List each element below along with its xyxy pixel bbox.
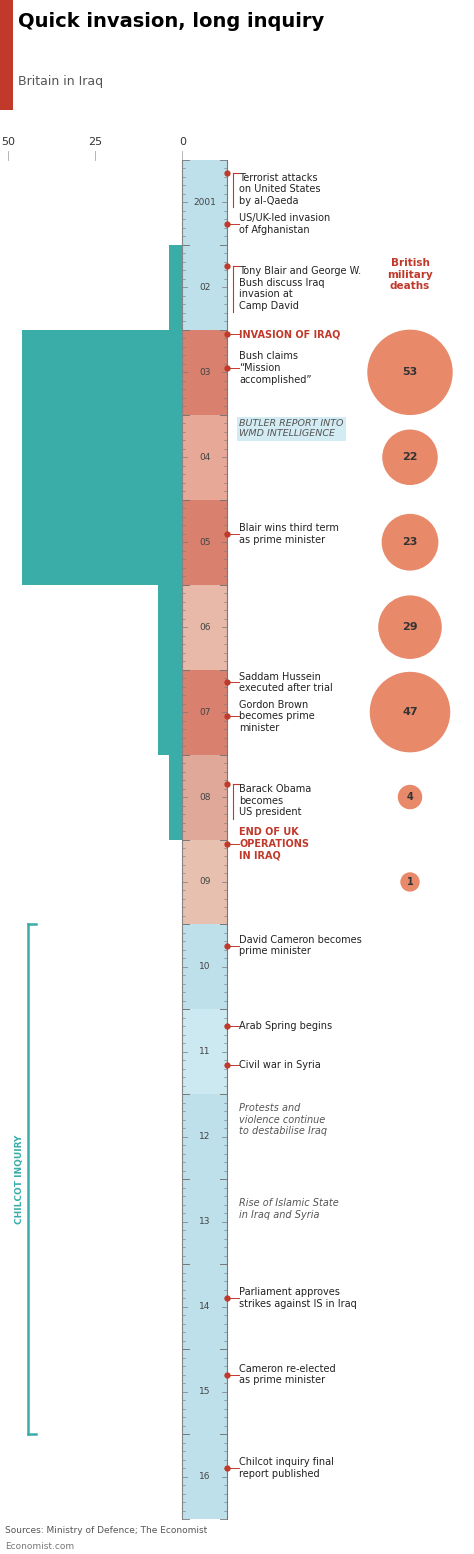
Bar [182,670,228,755]
Circle shape [371,673,449,752]
Bar [182,415,228,500]
Text: Parliament approves
strikes against IS in Iraq: Parliament approves strikes against IS i… [239,1287,357,1308]
Circle shape [383,514,438,570]
Text: Bush claims
“Mission
accomplished”: Bush claims “Mission accomplished” [239,351,312,385]
Circle shape [399,785,421,808]
Text: Quick invasion, long inquiry: Quick invasion, long inquiry [18,12,324,31]
Circle shape [368,331,452,415]
Text: US/UK-led invasion
of Afghanistan: US/UK-led invasion of Afghanistan [239,213,331,235]
Bar [182,1265,228,1349]
Text: Arab Spring begins: Arab Spring begins [239,1021,333,1032]
Text: Blair wins third term
as prime minister: Blair wins third term as prime minister [239,524,339,544]
Text: 22: 22 [402,452,418,462]
Text: Saddam Hussein
executed after trial: Saddam Hussein executed after trial [239,671,333,693]
Text: 09: 09 [199,878,211,886]
Circle shape [383,430,437,485]
Text: 53: 53 [402,367,418,378]
Bar [182,1094,228,1179]
Bar [182,1010,228,1094]
Text: INVASION OF IRAQ: INVASION OF IRAQ [239,329,341,339]
Text: Protests and
violence continue
to destabilise Iraq: Protests and violence continue to destab… [239,1103,328,1136]
Text: Terrorist attacks
on United States
by al-Qaeda: Terrorist attacks on United States by al… [239,172,321,207]
Text: END OF UK
OPERATIONS
IN IRAQ: END OF UK OPERATIONS IN IRAQ [239,827,310,861]
Text: BUTLER REPORT INTO
WMD INTELLIGENCE: BUTLER REPORT INTO WMD INTELLIGENCE [239,420,344,438]
Text: 13: 13 [199,1217,211,1226]
Bar [169,755,182,839]
Text: 11: 11 [199,1047,211,1057]
Text: 04: 04 [199,452,210,462]
Bar [158,670,182,755]
Circle shape [379,597,441,659]
Text: 02: 02 [199,283,210,292]
Text: 06: 06 [199,623,211,631]
Text: 47: 47 [402,707,418,716]
Bar [182,1349,228,1434]
Text: British
military
personnel in
Iraq, ’000: British military personnel in Iraq, ’000 [69,333,142,378]
Text: 50: 50 [1,137,15,148]
Text: David Cameron becomes
prime minister: David Cameron becomes prime minister [239,936,362,956]
Text: 08: 08 [199,793,211,802]
Text: Cameron re-elected
as prime minister: Cameron re-elected as prime minister [239,1364,336,1386]
Text: Barack Obama
becomes
US president: Barack Obama becomes US president [239,785,312,817]
Text: 14: 14 [199,1302,210,1312]
Bar [182,584,228,670]
Text: 1: 1 [407,876,413,887]
Text: 23: 23 [402,538,418,547]
Text: 2001: 2001 [193,197,217,207]
Text: Tony Blair and George W.
Bush discuss Iraq
invasion at
Camp David: Tony Blair and George W. Bush discuss Ir… [239,266,362,311]
Text: Economist.com: Economist.com [5,1542,74,1551]
Text: CHILCOT INQUIRY: CHILCOT INQUIRY [16,1134,25,1225]
Text: 12: 12 [199,1133,210,1141]
Text: 16: 16 [199,1472,211,1481]
Text: Civil war in Syria: Civil war in Syria [239,1060,321,1069]
Bar [182,246,228,329]
Text: British
military
deaths: British military deaths [387,258,433,291]
Text: 25: 25 [88,137,102,148]
Bar [182,839,228,925]
Text: 07: 07 [199,707,211,716]
Text: Sources: Ministry of Defence; The Economist: Sources: Ministry of Defence; The Econom… [5,1526,207,1535]
Bar [22,329,182,415]
Text: Chilcot inquiry final
report published: Chilcot inquiry final report published [239,1458,334,1479]
Text: Rise of Islamic State
in Iraq and Syria: Rise of Islamic State in Iraq and Syria [239,1198,339,1220]
Text: Britain in Iraq: Britain in Iraq [18,75,103,89]
Text: 10: 10 [199,962,211,971]
Bar [182,1434,228,1518]
Bar [182,160,228,246]
Bar [182,329,228,415]
Bar [169,246,182,329]
Bar [182,1179,228,1265]
Text: 4: 4 [407,793,413,802]
Bar [22,415,182,500]
Text: 29: 29 [402,622,418,632]
Bar [182,755,228,839]
Bar [0,0,13,110]
Bar [182,925,228,1010]
Text: 03: 03 [199,368,211,376]
Bar [22,500,182,584]
Text: 05: 05 [199,538,211,547]
Bar [158,584,182,670]
Text: 0: 0 [179,137,186,148]
Text: 15: 15 [199,1388,211,1395]
Bar [182,500,228,584]
Circle shape [401,873,419,890]
Text: Gordon Brown
becomes prime
minister: Gordon Brown becomes prime minister [239,699,315,733]
